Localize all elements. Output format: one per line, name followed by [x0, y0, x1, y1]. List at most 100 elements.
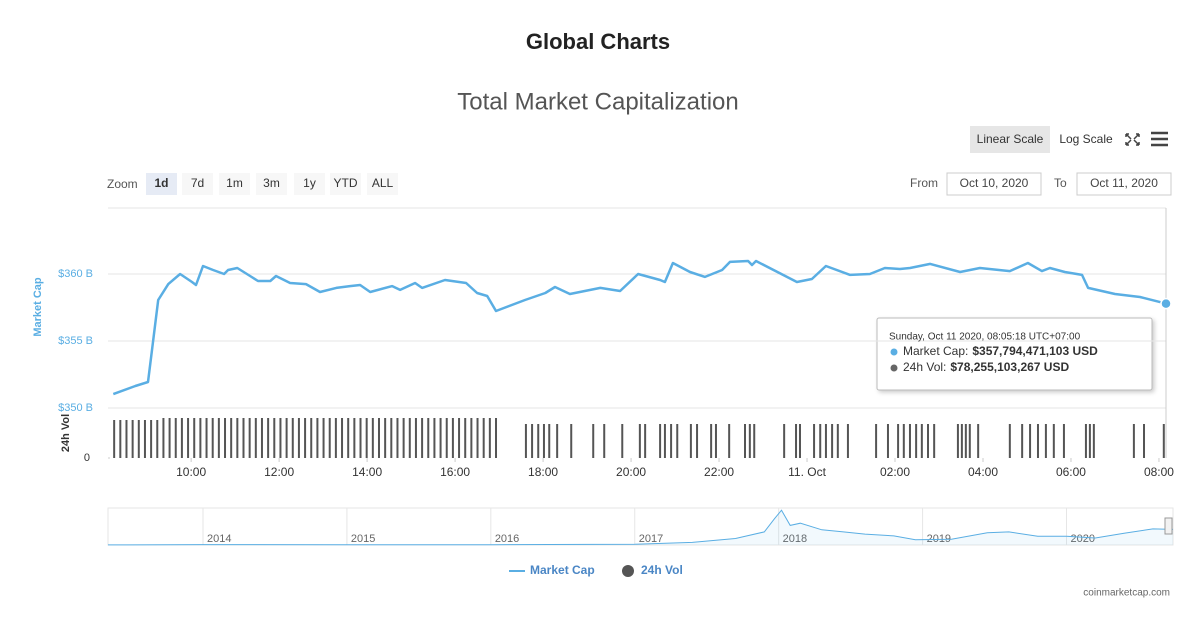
volume-bar — [162, 418, 165, 458]
volume-bar — [482, 418, 485, 458]
volume-bar — [846, 424, 849, 458]
zoom-label: Zoom — [107, 177, 138, 191]
volume-bar — [260, 418, 263, 458]
x-tick-label: 18:00 — [528, 465, 558, 479]
volume-bar — [205, 418, 208, 458]
volume-bar — [795, 424, 798, 458]
volume-bar — [285, 418, 288, 458]
x-tick-label: 04:00 — [968, 465, 998, 479]
volume-bar — [927, 424, 930, 458]
zoom-button-bg[interactable] — [256, 173, 287, 195]
to-date[interactable]: Oct 11, 2020 — [1090, 176, 1158, 190]
volume-bar — [304, 418, 307, 458]
zoom-button[interactable]: 1m — [226, 176, 243, 190]
y2-axis-title: 24h Vol — [60, 414, 72, 452]
volume-bar — [556, 424, 559, 458]
tooltip-value: $78,255,103,267 USD — [950, 360, 1069, 374]
volume-bar — [359, 418, 362, 458]
volume-bar — [920, 424, 923, 458]
zoom-button[interactable]: 1y — [303, 176, 316, 190]
x-tick-label: 16:00 — [440, 465, 470, 479]
from-label: From — [910, 176, 938, 190]
y-tick-label: $355 B — [58, 335, 93, 347]
scale-button-bg[interactable] — [970, 126, 1050, 153]
volume-bar — [592, 424, 595, 458]
x-tick-label: 20:00 — [616, 465, 646, 479]
volume-bar — [451, 418, 454, 458]
volume-bar — [445, 418, 448, 458]
navigator-handle[interactable] — [1164, 517, 1173, 535]
volume-bar — [217, 418, 220, 458]
volume-bar — [977, 424, 980, 458]
fullscreen-icon[interactable] — [1125, 133, 1140, 146]
legend-label[interactable]: 24h Vol — [641, 563, 683, 577]
zoom-button[interactable]: 1d — [154, 176, 168, 190]
zoom-button[interactable]: ALL — [372, 176, 394, 190]
volume-bar — [836, 424, 839, 458]
volume-bar — [439, 418, 442, 458]
zoom-button-bg[interactable] — [294, 173, 325, 195]
legend-label[interactable]: Market Cap — [530, 563, 595, 577]
volume-bar — [1132, 424, 1135, 458]
scale-button[interactable]: Linear Scale — [977, 132, 1044, 146]
volume-bar — [1029, 424, 1032, 458]
volume-bar — [242, 418, 245, 458]
volume-bar — [783, 424, 786, 458]
volume-bar — [125, 420, 128, 458]
volume-bar — [1062, 424, 1065, 458]
volume-bar — [748, 424, 751, 458]
y-tick-label: $360 B — [58, 268, 93, 280]
zoom-button[interactable]: 3m — [263, 176, 280, 190]
volume-bar — [328, 418, 331, 458]
volume-bar — [1092, 424, 1095, 458]
scale-button[interactable]: Log Scale — [1059, 132, 1113, 146]
volume-bar — [915, 424, 918, 458]
zoom-button[interactable]: YTD — [334, 176, 358, 190]
x-tick-label: 06:00 — [1056, 465, 1086, 479]
date-input-box[interactable] — [1076, 172, 1172, 196]
volume-bar — [524, 424, 527, 458]
tooltip-row: Market Cap: $357,794,471,103 USD — [903, 344, 1098, 358]
volume-bar — [248, 418, 251, 458]
zoom-button-bg[interactable] — [182, 173, 213, 195]
legend-symbol — [622, 565, 634, 577]
date-input-box[interactable] — [946, 172, 1042, 196]
volume-bar — [211, 418, 214, 458]
zoom-button-bg[interactable] — [146, 173, 177, 195]
x-tick-label: 22:00 — [704, 465, 734, 479]
volume-bar — [137, 420, 140, 458]
volume-bar — [230, 418, 233, 458]
menu-icon[interactable] — [1151, 131, 1168, 147]
volume-bar — [273, 418, 276, 458]
volume-bar — [819, 424, 822, 458]
volume-bar — [663, 424, 666, 458]
volume-bar — [341, 418, 344, 458]
volume-bar — [968, 424, 971, 458]
volume-bar — [193, 418, 196, 458]
credit: coinmarketcap.com — [1083, 588, 1170, 599]
volume-bar — [224, 418, 227, 458]
volume-bar — [347, 418, 350, 458]
volume-bar — [1143, 424, 1146, 458]
volume-bar — [644, 424, 647, 458]
volume-bar — [621, 424, 624, 458]
volume-bar — [199, 418, 202, 458]
zoom-button-bg[interactable] — [330, 173, 361, 195]
from-date[interactable]: Oct 10, 2020 — [960, 176, 1029, 190]
volume-bar — [531, 424, 534, 458]
volume-bar — [897, 424, 900, 458]
zoom-button[interactable]: 7d — [191, 176, 204, 190]
volume-bar — [396, 418, 399, 458]
volume-bar — [414, 418, 417, 458]
volume-bar — [143, 420, 146, 458]
volume-bar — [1008, 424, 1011, 458]
volume-bar — [728, 424, 731, 458]
volume-bar — [813, 424, 816, 458]
zoom-button-bg[interactable] — [219, 173, 250, 195]
page-title: Global Charts — [526, 29, 670, 54]
volume-bar — [310, 418, 313, 458]
zoom-button-bg[interactable] — [367, 173, 398, 195]
volume-bar — [279, 418, 282, 458]
volume-bar — [1162, 424, 1165, 458]
